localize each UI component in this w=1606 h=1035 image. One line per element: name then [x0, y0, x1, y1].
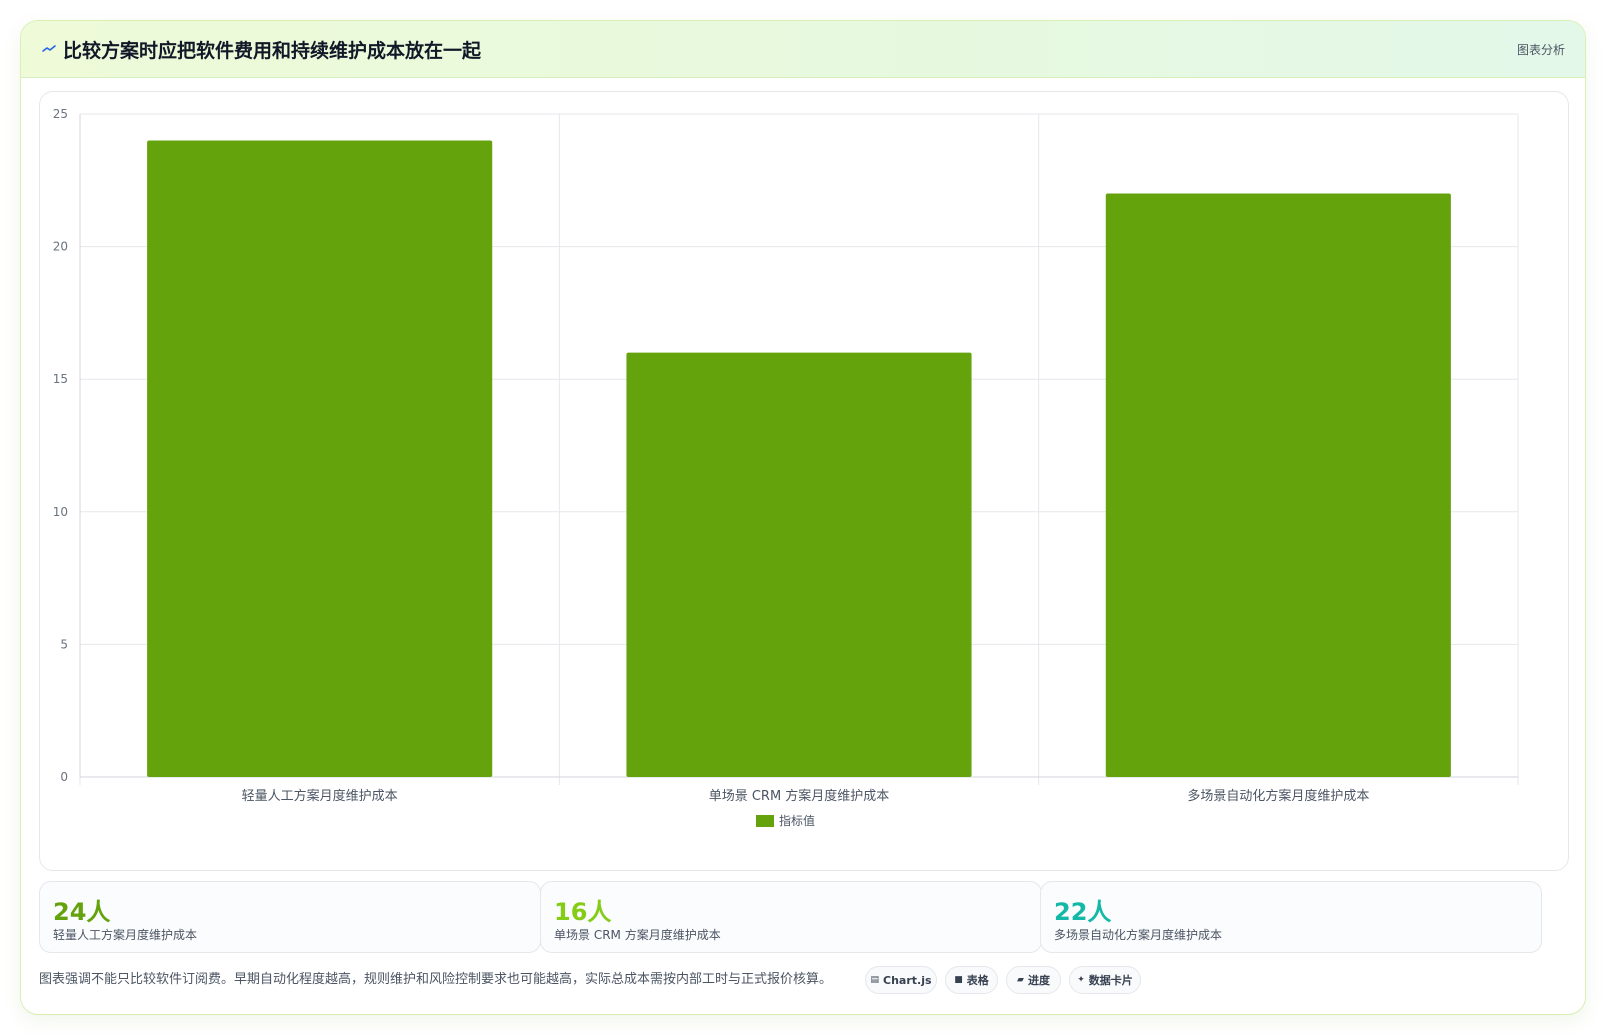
stat-value: 24人 — [53, 898, 111, 926]
bar-chart: 0 5 10 15 20 25 轻量人工方案月度维护成本 单场景 CRM 方案月度维护成本 多场… — [53, 107, 1519, 828]
stat-label: 单场景 CRM 方案月度维护成本 — [554, 928, 721, 942]
stat-cards: 24人 轻量人工方案月度维护成本 16人 单场景 CRM 方案月度维护成本 22… — [39, 881, 1569, 953]
chip-chartjs[interactable]: ▤ Chart.js — [865, 966, 937, 994]
stat-value: 16人 — [554, 898, 612, 926]
legend-label: 指标值 — [779, 813, 815, 828]
stat-label: 轻量人工方案月度维护成本 — [53, 928, 198, 942]
chip-label: Chart.js — [883, 973, 932, 987]
chip-table[interactable]: ■ 表格 — [945, 966, 998, 994]
chip-label: 进度 — [1027, 974, 1050, 987]
stat-card: 24人 轻量人工方案月度维护成本 — [39, 881, 541, 953]
chip-progress[interactable]: ▰ 进度 — [1006, 966, 1061, 994]
stat-label: 多场景自动化方案月度维护成本 — [1054, 928, 1223, 942]
header-tag: 图表分析 — [1516, 43, 1565, 57]
bar — [1105, 193, 1451, 777]
bar — [147, 140, 493, 777]
footer-note: 图表强调不能只比较软件订阅费。早期自动化程度越高，规则维护和风险控制要求也可能越… — [39, 972, 833, 987]
stat-card: 22人 多场景自动化方案月度维护成本 — [1040, 881, 1542, 953]
chip-label: 表格 — [966, 974, 989, 987]
legend-swatch — [756, 815, 774, 827]
y-tick-label: 15 — [53, 372, 68, 386]
page-title: 比较方案时应把软件费用和持续维护成本放在一起 — [63, 40, 482, 62]
chart-card: 比较方案时应把软件费用和持续维护成本放在一起 图表分析 0 5 10 15 20 25 轻量… — [20, 20, 1586, 1015]
chip-data-card[interactable]: ✦ 数据卡片 — [1069, 966, 1141, 994]
progress-icon: ▰ — [1017, 975, 1024, 985]
stat-value: 22人 — [1054, 898, 1112, 926]
chart-panel: 0 5 10 15 20 25 轻量人工方案月度维护成本 单场景 CRM 方案月度维护成本 多场… — [39, 91, 1569, 871]
y-tick-label: 10 — [53, 505, 68, 519]
stat-card: 16人 单场景 CRM 方案月度维护成本 — [540, 881, 1042, 953]
trend-icon — [42, 45, 56, 52]
y-tick-label: 5 — [60, 637, 68, 651]
y-tick-label: 0 — [60, 770, 68, 784]
x-tick-label: 单场景 CRM 方案月度维护成本 — [709, 788, 890, 804]
x-tick-label: 多场景自动化方案月度维护成本 — [1187, 788, 1369, 804]
y-tick-label: 20 — [53, 240, 68, 254]
x-tick-label: 轻量人工方案月度维护成本 — [242, 788, 398, 804]
card-header: 比较方案时应把软件费用和持续维护成本放在一起 图表分析 — [21, 21, 1585, 78]
y-tick-label: 25 — [53, 107, 68, 121]
chart-icon: ▤ — [870, 975, 879, 985]
sparkle-icon: ✦ — [1077, 975, 1085, 985]
chip-label: 数据卡片 — [1088, 974, 1133, 987]
table-icon: ■ — [954, 975, 963, 985]
bar — [626, 352, 972, 777]
